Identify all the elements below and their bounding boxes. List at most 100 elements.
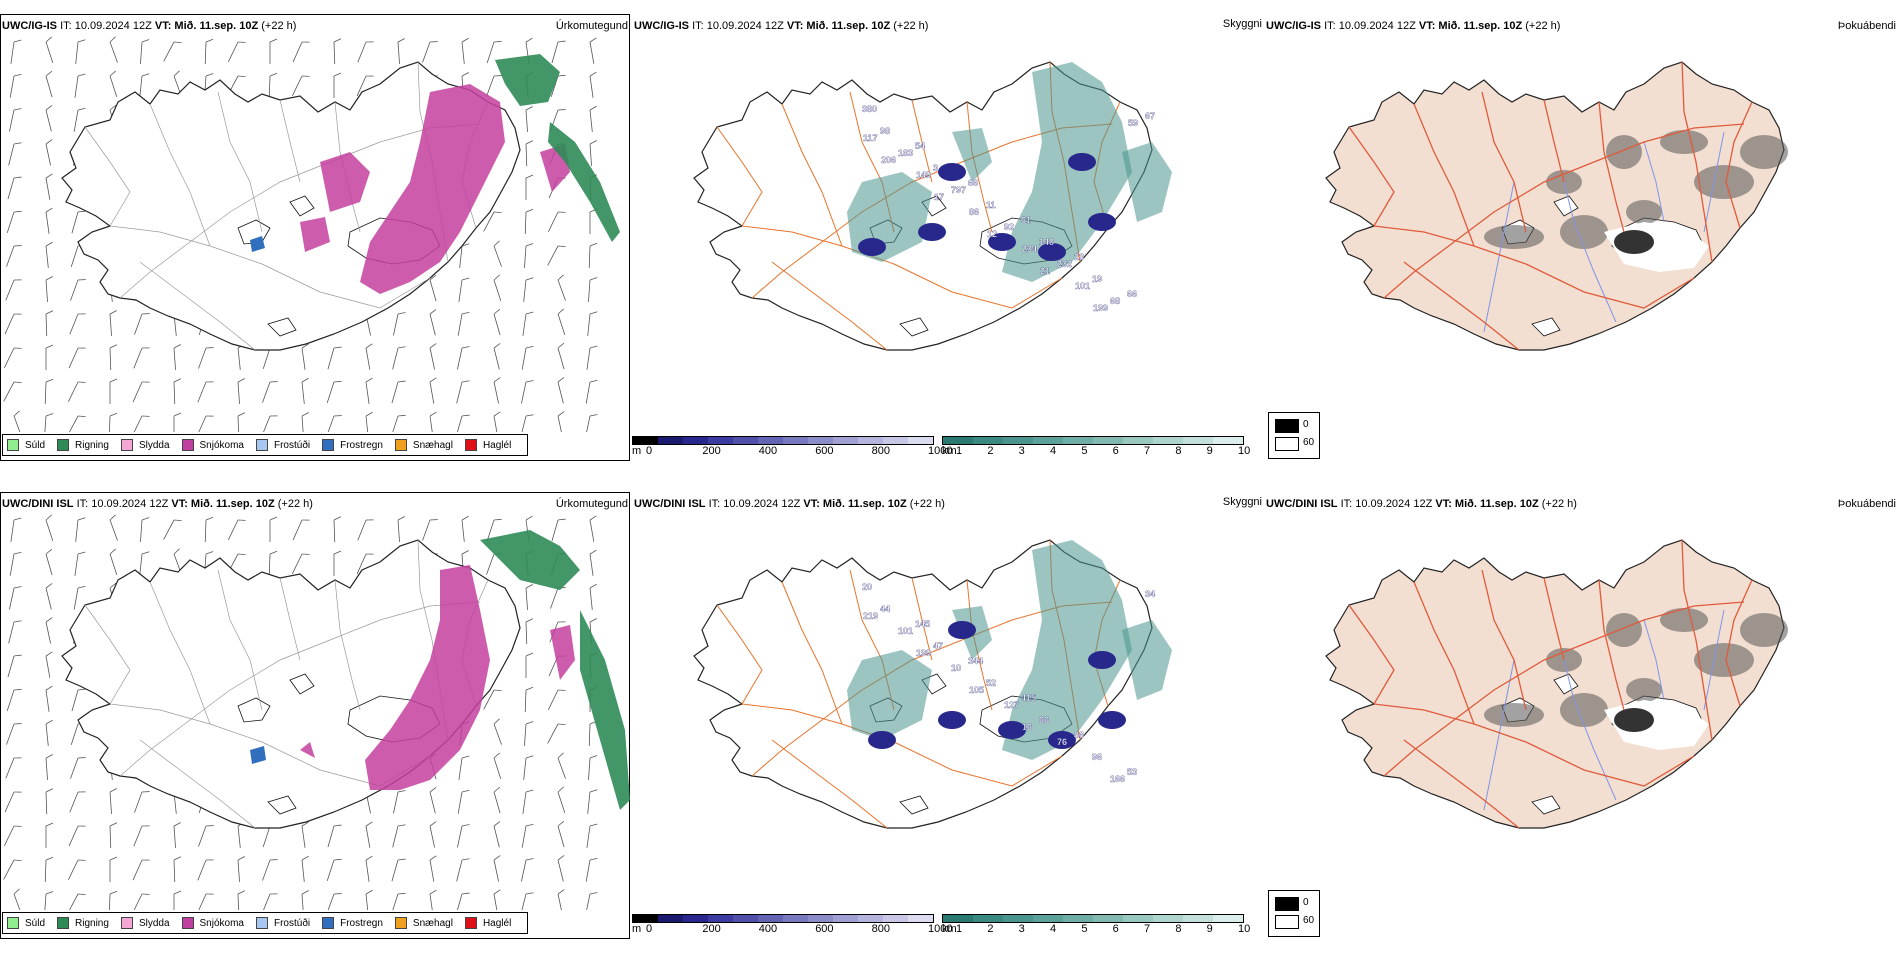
wind-barb xyxy=(10,39,22,64)
visibility-value-label: 206 xyxy=(881,155,896,165)
road-line xyxy=(1725,101,1753,229)
colorbar-tick-label: 1 xyxy=(956,445,963,457)
wind-barb xyxy=(520,892,534,910)
colorbar-tick-label: 9 xyxy=(1206,923,1213,935)
visibility-value-label: 34 xyxy=(1145,589,1155,599)
wind-barb xyxy=(163,41,182,62)
wind-barb xyxy=(357,519,374,541)
visibility-value-label: 232 xyxy=(1057,259,1072,269)
wind-barb xyxy=(140,517,150,542)
wind-barb xyxy=(197,381,214,403)
colorbar-tick-label: 1000 xyxy=(928,923,953,935)
precip-map xyxy=(3,36,620,432)
wind-barb xyxy=(585,857,598,882)
wind-barb xyxy=(586,345,598,370)
wind-barb xyxy=(587,311,598,336)
visibility-value-label: 101 xyxy=(898,626,913,636)
panel-fog: UWC/DINI ISL IT: 10.09.2024 12Z VT: Mið.… xyxy=(1264,478,1900,948)
wind-barb xyxy=(525,140,534,167)
colorbar-segment xyxy=(633,915,658,922)
panel-title: UWC/IG-IS IT: 10.09.2024 12Z VT: Mið. 11… xyxy=(1266,20,1560,32)
colorbar-segment xyxy=(758,915,783,922)
wind-barb xyxy=(521,858,534,882)
panel-title: UWC/IG-IS IT: 10.09.2024 12Z VT: Mið. 11… xyxy=(2,20,296,32)
init-time: IT: 10.09.2024 12Z xyxy=(1340,498,1433,510)
wind-barb xyxy=(13,410,22,432)
wind-barb xyxy=(547,245,566,266)
wind-barb xyxy=(4,313,22,335)
road-line xyxy=(771,739,888,829)
fog-legend-swatch xyxy=(1275,915,1299,929)
colorbar-segment xyxy=(783,437,808,444)
wind-barb xyxy=(493,274,502,302)
visibility-field xyxy=(847,62,1172,282)
wind-barb xyxy=(589,515,597,542)
wind-barb xyxy=(585,892,598,910)
colorbar-segment xyxy=(658,915,683,922)
colorbar-tick-label: 5 xyxy=(1081,445,1088,457)
wind-barb xyxy=(68,347,86,369)
wind-barb xyxy=(8,620,22,644)
road-line xyxy=(911,99,933,183)
colorbar-tick-label: 400 xyxy=(758,923,778,935)
wind-barb xyxy=(73,585,86,610)
road-line xyxy=(781,103,843,247)
wind-barb xyxy=(588,277,598,302)
wind-barb xyxy=(551,518,566,542)
snow-area xyxy=(300,742,315,758)
colorbar-strip xyxy=(942,436,1244,445)
visibility-value-label: 44 xyxy=(880,604,890,614)
visibility-value-label: 183 xyxy=(898,148,913,158)
low-ceiling-area xyxy=(1068,153,1096,171)
wind-barb xyxy=(109,378,118,404)
wind-barb xyxy=(6,688,22,712)
colorbar-segment xyxy=(1213,915,1243,922)
lead-time: (+22 h) xyxy=(893,20,929,32)
legend-swatch xyxy=(255,439,268,451)
river-line xyxy=(1483,181,1515,333)
wind-barb xyxy=(525,652,534,678)
colorbar-segment xyxy=(943,437,973,444)
wind-barb xyxy=(291,553,310,574)
low-ceiling-area xyxy=(1088,651,1116,669)
colorbar-segment xyxy=(708,437,733,444)
colorbar-segment xyxy=(808,437,833,444)
wind-barb xyxy=(132,859,150,881)
wind-barb xyxy=(429,855,437,882)
wind-barb xyxy=(393,790,406,814)
wind-barb xyxy=(461,515,469,542)
wind-barb xyxy=(67,415,86,432)
road-line xyxy=(1373,703,1695,787)
wind-barb xyxy=(131,415,150,432)
wind-barb xyxy=(493,411,501,432)
wind-barb xyxy=(390,414,406,432)
wind-barb xyxy=(227,519,246,540)
wind-barb xyxy=(493,889,501,910)
wind-barb xyxy=(493,718,502,745)
precip-legend-item: Snæhagl xyxy=(394,917,453,929)
panel-visibility: UWC/IG-IS IT: 10.09.2024 12Z VT: Mið. 11… xyxy=(632,0,1264,470)
wind-barb xyxy=(326,893,342,910)
wind-barb xyxy=(45,70,53,98)
wind-barb xyxy=(237,412,246,432)
wind-barb xyxy=(7,176,22,200)
road-line xyxy=(217,569,263,711)
visibility-value-label: 59 xyxy=(1128,118,1138,128)
visibility-value-label: 199 xyxy=(916,648,931,658)
wind-barb xyxy=(45,310,54,337)
legend-label: Rigning xyxy=(75,439,109,451)
wind-barb xyxy=(397,516,405,542)
wind-barb xyxy=(493,752,502,780)
wind-barb xyxy=(173,856,182,883)
glacier-outline xyxy=(899,795,929,815)
fog-legend: 0 60 xyxy=(1268,890,1320,937)
low-ceiling-area xyxy=(938,163,966,181)
glacier-outline xyxy=(1531,317,1561,337)
wind-barb xyxy=(237,378,245,404)
snow-area xyxy=(320,152,370,212)
road-line xyxy=(966,579,993,711)
valid-time: VT: Mið. 11.sep. 10Z xyxy=(171,498,275,510)
wind-barb xyxy=(365,411,373,432)
colorbar-unit: m xyxy=(632,923,642,935)
wind-barb xyxy=(525,584,533,610)
